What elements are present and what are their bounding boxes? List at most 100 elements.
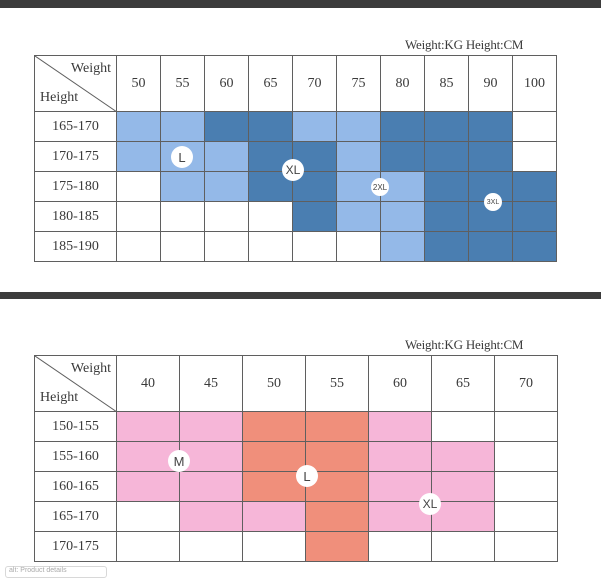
weight-header-cell: 50 xyxy=(116,55,161,112)
weight-header-cell: 60 xyxy=(368,355,432,412)
size-cell xyxy=(494,411,558,442)
size-cell xyxy=(380,201,425,232)
size-cell xyxy=(248,171,293,202)
size-cell xyxy=(305,501,369,532)
size-cell xyxy=(116,501,180,532)
size-label-badge: M xyxy=(168,450,190,472)
table-row: 165-170 xyxy=(34,111,557,142)
height-range-cell: 170-175 xyxy=(34,141,117,172)
size-label-badge: L xyxy=(171,146,193,168)
height-range-cell: 180-185 xyxy=(34,201,117,232)
weight-header-cell: 55 xyxy=(305,355,369,412)
size-cell xyxy=(494,531,558,562)
size-cell xyxy=(512,171,557,202)
size-chart-women: Weight Height 40 45 50 55 60 65 70 150-155 155-160… xyxy=(34,355,558,562)
table-row: 170-175 xyxy=(34,531,558,562)
size-chart-men: Weight Height 50 55 60 65 70 75 80 85 90 100 165-170… xyxy=(34,55,557,262)
size-cell xyxy=(336,201,381,232)
size-cell xyxy=(494,471,558,502)
top-divider xyxy=(0,0,601,8)
size-cell xyxy=(380,141,425,172)
height-range-cell: 150-155 xyxy=(34,411,117,442)
size-cell xyxy=(242,471,306,502)
height-axis-label: Height xyxy=(40,390,79,405)
size-cell xyxy=(160,171,205,202)
size-cell xyxy=(368,531,432,562)
size-cell xyxy=(431,441,495,472)
table-row: 180-185 xyxy=(34,201,557,232)
size-cell xyxy=(424,201,469,232)
size-cell xyxy=(431,411,495,442)
size-cell xyxy=(116,141,161,172)
size-cell xyxy=(179,471,243,502)
table-row: 165-170 xyxy=(34,501,558,532)
size-cell xyxy=(512,201,557,232)
size-cell xyxy=(160,201,205,232)
size-cell xyxy=(160,231,205,262)
weight-axis-label: Weight xyxy=(70,361,111,376)
units-label: Weight:KG Height:CM xyxy=(405,337,524,352)
units-label: Weight:KG Height:CM xyxy=(405,37,524,52)
weight-header-cell: 45 xyxy=(179,355,243,412)
table-row: 185-190 xyxy=(34,231,557,262)
size-cell xyxy=(468,111,513,142)
size-cell xyxy=(116,471,180,502)
table-row: 170-175 xyxy=(34,141,557,172)
size-cell xyxy=(116,111,161,142)
height-range-cell: 170-175 xyxy=(34,531,117,562)
size-cell xyxy=(179,501,243,532)
size-cell xyxy=(380,231,425,262)
size-cell xyxy=(248,231,293,262)
height-range-cell: 175-180 xyxy=(34,171,117,202)
size-cell xyxy=(424,171,469,202)
size-cell xyxy=(424,231,469,262)
size-cell xyxy=(512,111,557,142)
weight-header-cell: 80 xyxy=(380,55,425,112)
size-cell xyxy=(242,531,306,562)
size-cell xyxy=(368,411,432,442)
size-cell xyxy=(292,201,337,232)
size-cell xyxy=(242,441,306,472)
corner-header: Weight Height xyxy=(34,55,117,112)
size-cell xyxy=(380,111,425,142)
size-cell xyxy=(179,531,243,562)
size-label-badge: XL xyxy=(419,493,441,515)
size-cell xyxy=(292,231,337,262)
size-cell xyxy=(336,111,381,142)
size-cell xyxy=(160,111,205,142)
corner-header: Weight Height xyxy=(34,355,117,412)
table-row: 160-165 xyxy=(34,471,558,502)
size-label-badge: 2XL xyxy=(371,178,389,196)
size-cell xyxy=(305,411,369,442)
size-cell xyxy=(424,141,469,172)
size-cell xyxy=(336,231,381,262)
size-cell xyxy=(305,441,369,472)
height-range-cell: 155-160 xyxy=(34,441,117,472)
size-cell xyxy=(116,411,180,442)
table-row: 150-155 xyxy=(34,411,558,442)
weight-header-cell: 60 xyxy=(204,55,249,112)
weight-header-cell: 75 xyxy=(336,55,381,112)
size-cell xyxy=(494,501,558,532)
height-range-cell: 185-190 xyxy=(34,231,117,262)
size-cell xyxy=(116,201,161,232)
weight-header-cell: 55 xyxy=(160,55,205,112)
size-cell xyxy=(468,171,513,202)
size-cell xyxy=(242,501,306,532)
weight-header-cell: 65 xyxy=(431,355,495,412)
size-cell xyxy=(431,471,495,502)
watermark: alt: Product details xyxy=(5,566,107,578)
size-cell xyxy=(468,231,513,262)
weight-header-cell: 70 xyxy=(292,55,337,112)
size-cell xyxy=(431,531,495,562)
table-row: 155-160 xyxy=(34,441,558,472)
size-cell xyxy=(204,111,249,142)
weight-header-cell: 40 xyxy=(116,355,180,412)
size-cell xyxy=(204,141,249,172)
size-cell xyxy=(116,171,161,202)
size-cell xyxy=(116,531,180,562)
size-cell xyxy=(248,111,293,142)
weight-header-cell: 100 xyxy=(512,55,557,112)
size-cell xyxy=(116,231,161,262)
size-label-badge: 3XL xyxy=(484,193,502,211)
